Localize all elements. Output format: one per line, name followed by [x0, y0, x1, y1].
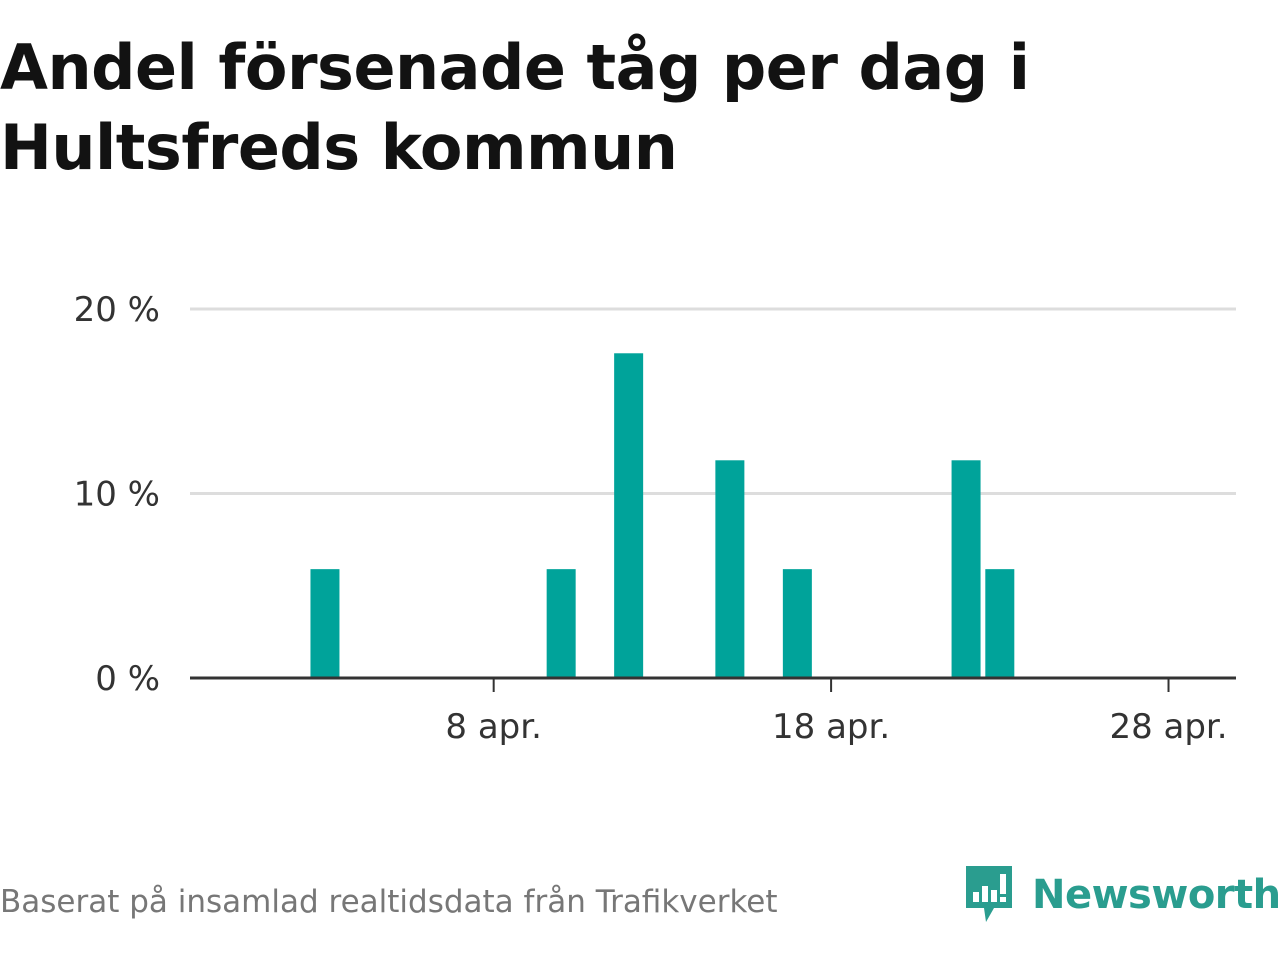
x-tick-label-2: 28 apr.: [1109, 707, 1227, 747]
y-tick-label-0: 0 %: [95, 659, 160, 699]
y-tick-label-1: 10 %: [74, 475, 160, 515]
bar-0: [310, 569, 340, 678]
source-note: Baserat på insamlad realtidsdata från Tr…: [0, 884, 778, 920]
brand-name: Newsworthy: [1032, 872, 1280, 918]
chart-title-line-1: Andel försenade tåg per dag i: [0, 31, 1030, 104]
chart-title: Andel försenade tåg per dag i Hultsfreds…: [0, 28, 1240, 188]
bar-1: [546, 569, 576, 678]
chart-title-line-2: Hultsfreds kommun: [0, 111, 678, 184]
x-tick-label-0: 8 apr.: [445, 707, 542, 747]
brand-logo: Newsworthy: [964, 864, 1280, 926]
bar-5: [951, 460, 981, 678]
bar-6: [985, 569, 1015, 678]
bar-4: [782, 569, 812, 678]
x-tick-label-1: 18 apr.: [772, 707, 890, 747]
newsworthy-logo-icon: [966, 866, 1012, 922]
y-tick-label-2: 20 %: [74, 290, 160, 330]
bar-2: [614, 353, 644, 678]
bar-3: [715, 460, 745, 678]
